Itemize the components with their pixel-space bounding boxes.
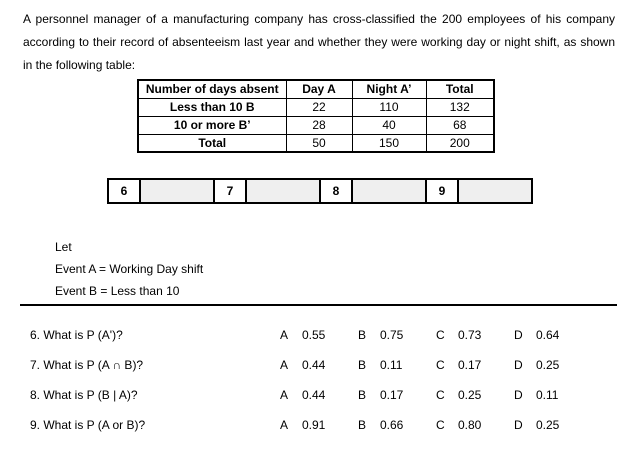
question-text: 9. What is P (A or B)? — [30, 418, 146, 432]
option-group-a: A 0.55 — [280, 328, 358, 342]
cell-value: 132 — [425, 97, 495, 117]
option-letter: B — [358, 418, 367, 432]
intro-paragraph: A personnel manager of a manufacturing c… — [23, 12, 615, 72]
option-group-a: A 0.91 — [280, 418, 358, 432]
absenteeism-table: Number of days absent Day A Night A’ Tot… — [137, 79, 495, 153]
row-label: 10 or more B’ — [137, 115, 287, 135]
option-letter: D — [514, 358, 523, 372]
option-letter: B — [358, 388, 367, 402]
cell-value: 150 — [351, 133, 427, 153]
row-label: Less than 10 B — [137, 97, 287, 117]
option-value: 0.44 — [302, 388, 326, 402]
answer-strip-row: 6 7 8 9 — [107, 178, 533, 204]
option-group-a: A 0.44 — [280, 388, 358, 402]
option-letter: A — [280, 388, 289, 402]
option-letter: A — [280, 358, 289, 372]
option-value: 0.44 — [302, 358, 326, 372]
questions-section: 6. What is P (A')? A 0.55 B 0.75 C 0.73 … — [30, 320, 636, 440]
option-group-d: D 0.64 — [514, 328, 592, 342]
option-value: 0.91 — [302, 418, 326, 432]
option-group-d: D 0.25 — [514, 358, 592, 372]
option-letter: B — [358, 328, 367, 342]
section-divider — [20, 304, 617, 306]
let-label: Let — [55, 240, 72, 254]
option-value: 0.73 — [458, 328, 482, 342]
option-group-b: B 0.75 — [358, 328, 436, 342]
question-text: 6. What is P (A')? — [30, 328, 123, 342]
option-letter: C — [436, 388, 445, 402]
option-group-b: B 0.17 — [358, 388, 436, 402]
answer-number-cell-9: 9 — [425, 178, 459, 204]
option-letter: D — [514, 388, 523, 402]
answer-number-cell-7: 7 — [213, 178, 247, 204]
option-value: 0.80 — [458, 418, 482, 432]
table-row-10-or-more: 10 or more B’ 28 40 68 — [137, 115, 495, 135]
table-row-total: Total 50 150 200 — [137, 133, 495, 153]
header-cell-day: Day A — [285, 79, 353, 99]
option-letter: B — [358, 358, 367, 372]
option-value: 0.11 — [536, 388, 559, 402]
option-letter: C — [436, 328, 445, 342]
row-label: Total — [137, 133, 287, 153]
option-value: 0.11 — [380, 358, 403, 372]
option-group-d: D 0.25 — [514, 418, 592, 432]
cell-value: 200 — [425, 133, 495, 153]
option-value: 0.25 — [536, 418, 560, 432]
cell-value: 22 — [285, 97, 353, 117]
question-row-7: 7. What is P (A ∩ B)? A 0.44 B 0.11 C 0.… — [30, 350, 636, 380]
option-group-c: C 0.25 — [436, 388, 514, 402]
option-group-c: C 0.17 — [436, 358, 514, 372]
cell-value: 68 — [425, 115, 495, 135]
answer-number-cell-8: 8 — [319, 178, 353, 204]
option-value: 0.55 — [302, 328, 326, 342]
answer-blank-cell-9[interactable] — [457, 178, 533, 204]
header-cell-night: Night A’ — [351, 79, 427, 99]
option-group-d: D 0.11 — [514, 388, 592, 402]
event-a-definition: Event A = Working Day shift — [55, 262, 204, 276]
answer-blank-cell-7[interactable] — [245, 178, 321, 204]
question-row-8: 8. What is P (B | A)? A 0.44 B 0.17 C 0.… — [30, 380, 636, 410]
question-text: 7. What is P (A ∩ B)? — [30, 358, 144, 372]
cell-value: 28 — [285, 115, 353, 135]
definitions-block: Let Event A = Working Day shift Event B … — [55, 236, 636, 302]
header-cell-total: Total — [425, 79, 495, 99]
option-value: 0.66 — [380, 418, 404, 432]
cell-value: 110 — [351, 97, 427, 117]
option-letter: D — [514, 418, 523, 432]
answer-blank-cell-8[interactable] — [351, 178, 427, 204]
option-group-c: C 0.73 — [436, 328, 514, 342]
option-letter: A — [280, 418, 289, 432]
question-row-6: 6. What is P (A')? A 0.55 B 0.75 C 0.73 … — [30, 320, 636, 350]
table-row-less-than-10: Less than 10 B 22 110 132 — [137, 97, 495, 117]
option-value: 0.17 — [380, 388, 404, 402]
option-value: 0.25 — [536, 358, 560, 372]
answer-number-cell-6: 6 — [107, 178, 141, 204]
option-letter: D — [514, 328, 523, 342]
header-cell-days-absent: Number of days absent — [137, 79, 287, 99]
option-group-a: A 0.44 — [280, 358, 358, 372]
option-value: 0.25 — [458, 388, 482, 402]
answer-blank-cell-6[interactable] — [139, 178, 215, 204]
event-b-definition: Event B = Less than 10 — [55, 284, 180, 298]
table-header-row: Number of days absent Day A Night A’ Tot… — [137, 79, 495, 99]
cell-value: 50 — [285, 133, 353, 153]
cell-value: 40 — [351, 115, 427, 135]
option-letter: A — [280, 328, 289, 342]
question-row-9: 9. What is P (A or B)? A 0.91 B 0.66 C 0… — [30, 410, 636, 440]
option-value: 0.75 — [380, 328, 404, 342]
option-group-b: B 0.11 — [358, 358, 436, 372]
option-group-c: C 0.80 — [436, 418, 514, 432]
option-group-b: B 0.66 — [358, 418, 436, 432]
answer-strip: 6 7 8 9 — [107, 178, 533, 204]
option-value: 0.64 — [536, 328, 560, 342]
question-text: 8. What is P (B | A)? — [30, 388, 138, 402]
option-value: 0.17 — [458, 358, 482, 372]
option-letter: C — [436, 358, 445, 372]
option-letter: C — [436, 418, 445, 432]
